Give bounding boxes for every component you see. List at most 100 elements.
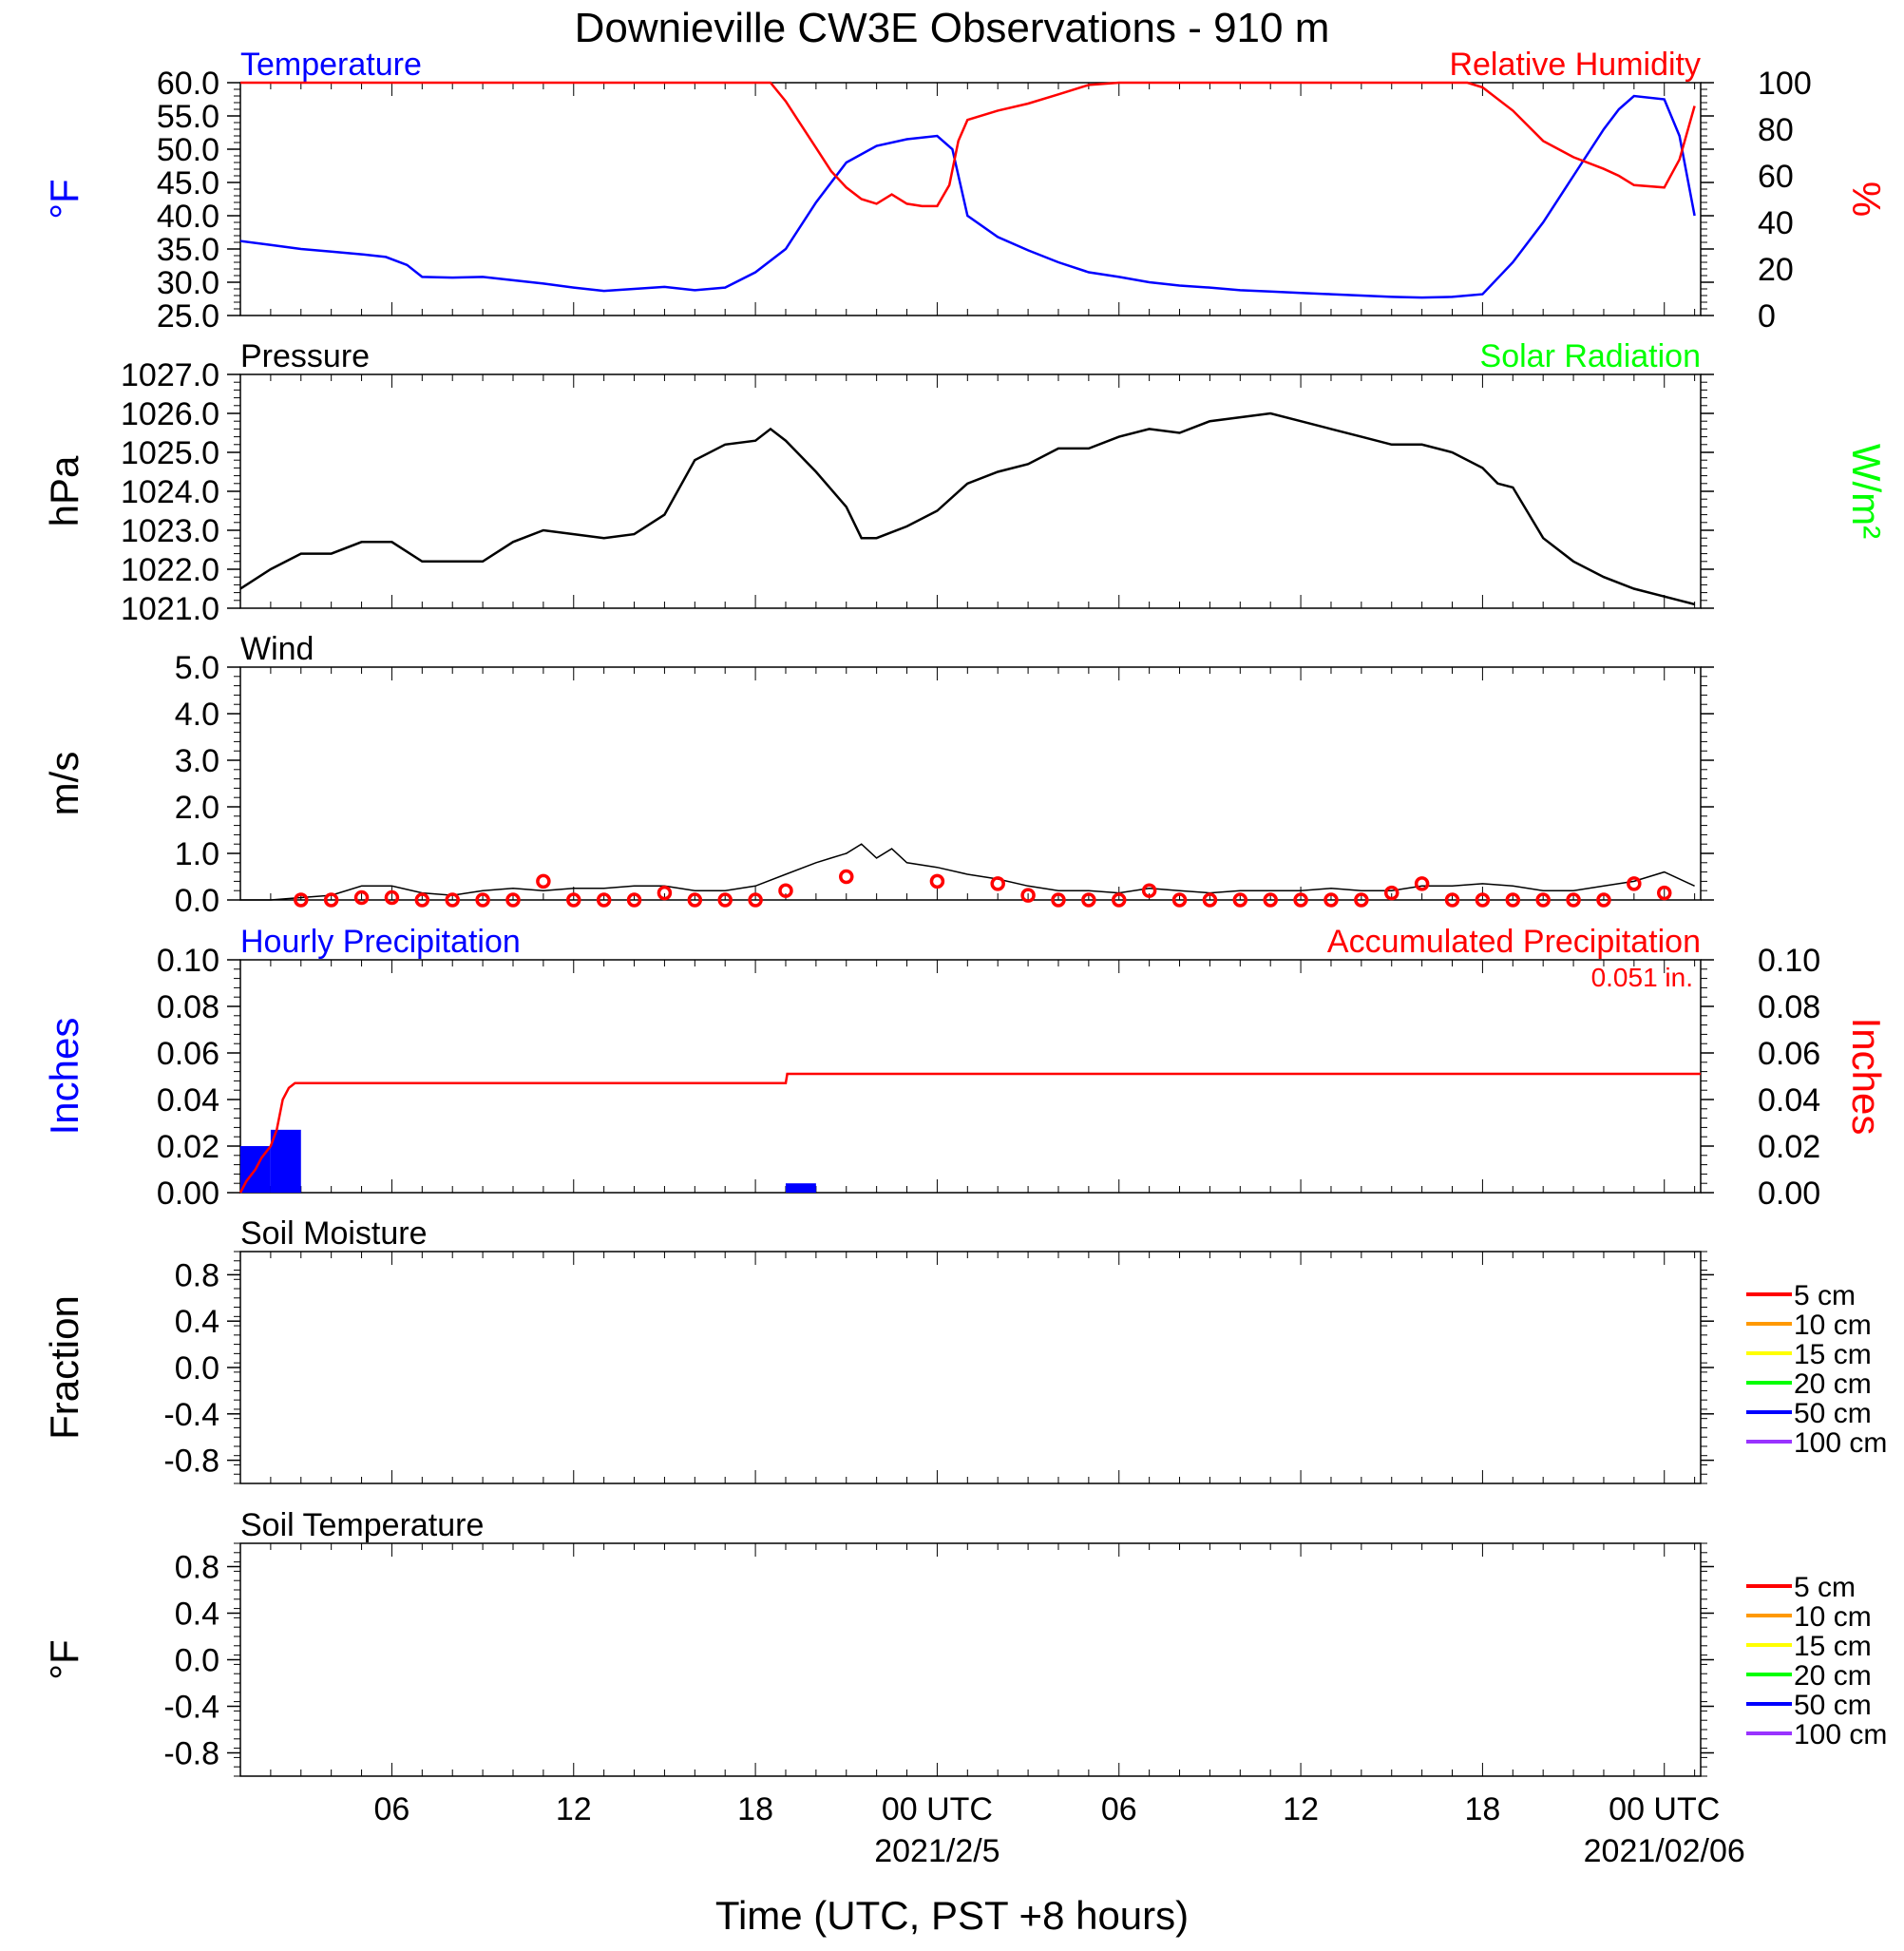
- panel-title-left: Pressure: [240, 338, 370, 374]
- legend-label: 5 cm: [1794, 1280, 1856, 1311]
- y-axis-label-right: W/m²: [1844, 444, 1889, 539]
- wind-marker: [1475, 892, 1491, 908]
- y-tick-label: 0.02: [157, 1129, 219, 1165]
- wind-marker: [566, 892, 581, 908]
- y-tick-label: 2.0: [175, 790, 219, 826]
- y-tick-label: 0.10: [157, 943, 219, 979]
- wind-marker: [353, 889, 370, 906]
- panel-title-left: Soil Temperature: [240, 1507, 484, 1543]
- y-right-tick-label: 40: [1758, 205, 1794, 241]
- y-tick-label: 50.0: [157, 132, 219, 168]
- legend-label: 10 cm: [1794, 1310, 1872, 1341]
- panel-wind: 0.0 1.0 2.0 3.0 4.0 5.0 Wind m/s: [42, 631, 1714, 919]
- x-tick-label: 18: [1464, 1791, 1500, 1827]
- y-tick-label: 0.8: [175, 1257, 219, 1293]
- panel-frame: [239, 666, 1702, 901]
- panel-title-left: Temperature: [240, 47, 422, 83]
- wind-marker: [414, 892, 430, 908]
- y-right-tick-label: 20: [1758, 252, 1794, 288]
- wind-marker: [1171, 892, 1188, 908]
- series-line: [239, 94, 1696, 299]
- panel-frame: [239, 373, 1702, 609]
- wind-marker: [1112, 892, 1127, 908]
- y-tick-label: 1.0: [175, 836, 219, 872]
- panel-soil-moisture: -0.8 -0.4 0.0 0.4 0.8 Soil Moisture Fraction 5 …: [42, 1215, 1887, 1484]
- wind-marker: [475, 892, 490, 908]
- legend-label: 20 cm: [1794, 1660, 1872, 1692]
- series-line: [239, 411, 1695, 606]
- wind-marker: [839, 869, 854, 885]
- wind-marker: [596, 892, 612, 908]
- wind-marker: [445, 892, 460, 908]
- legend-label: 15 cm: [1794, 1631, 1872, 1662]
- panel-temperature-humidity: 25.030.035.040.045.050.055.060.0 0 20 40 60 8…: [42, 47, 1889, 335]
- wind-marker: [687, 892, 703, 908]
- precip-total-label: 0.051 in.: [1591, 963, 1693, 992]
- wind-marker: [1383, 885, 1399, 901]
- wind-marker: [1141, 883, 1157, 898]
- wind-marker: [536, 873, 551, 889]
- series-line: [240, 81, 1696, 208]
- y-tick-label: 1025.0: [121, 435, 219, 471]
- y-tick-label: 0.4: [175, 1597, 219, 1633]
- panel-title-left: Hourly Precipitation: [240, 924, 521, 960]
- x-axis: 06 12 18 00 UTC 06 12 18 00 UTC 2021/2/5 2021/02/…: [374, 1791, 1745, 1869]
- legend-label: 50 cm: [1794, 1398, 1872, 1429]
- panel-frame: [239, 82, 1702, 316]
- wind-marker: [1081, 892, 1096, 908]
- wind-marker: [1596, 892, 1611, 908]
- y-tick-label: 0.0: [175, 1643, 219, 1679]
- y-tick-label: 1023.0: [121, 513, 219, 549]
- panel-frame: [239, 1251, 1702, 1484]
- wind-marker: [1354, 892, 1369, 908]
- chart-title: Downieville CW3E Observations - 910 m: [575, 5, 1330, 51]
- panel-precipitation: 0.00 0.02 0.04 0.06 0.08 0.10 0.00 0.02 0.04 0.06…: [42, 924, 1889, 1212]
- y-tick-label: 0.04: [157, 1082, 219, 1119]
- panel-title-right: Accumulated Precipitation: [1327, 924, 1701, 960]
- x-tick-label: 12: [556, 1791, 592, 1827]
- wind-marker: [1020, 888, 1036, 903]
- y-axis-label-right: Inches: [1844, 1018, 1889, 1136]
- wind-marker: [1051, 892, 1066, 908]
- legend-label: 20 cm: [1794, 1368, 1872, 1400]
- wind-marker: [1627, 876, 1642, 891]
- panels: 25.030.035.040.045.050.055.060.0 0 20 40 60 8…: [42, 47, 1889, 1777]
- x-tick-label: 06: [374, 1791, 410, 1827]
- panel-pressure-solar: 1021.01022.01023.01024.01025.01026.01027…: [42, 338, 1889, 627]
- precip-bar: [270, 1129, 301, 1193]
- y-tick-label: 1022.0: [121, 552, 219, 588]
- wind-marker: [990, 876, 1005, 891]
- wind-marker: [323, 892, 339, 908]
- panel-title-right: Relative Humidity: [1449, 47, 1701, 83]
- y-tick-label: 0.0: [175, 883, 219, 919]
- wind-marker: [384, 889, 400, 906]
- panel-title-right: Solar Radiation: [1480, 338, 1701, 374]
- y-axis-label-right: %: [1844, 182, 1889, 217]
- wind-marker: [748, 892, 763, 908]
- legend-label: 5 cm: [1794, 1572, 1856, 1603]
- y-tick-label: 0.4: [175, 1304, 219, 1340]
- y-right-tick-label: 80: [1758, 112, 1794, 148]
- wind-marker: [1414, 876, 1430, 891]
- y-tick-label: -0.4: [163, 1397, 219, 1433]
- y-tick-label: 0.8: [175, 1550, 219, 1586]
- precip-bar: [785, 1183, 816, 1193]
- y-tick-label: 1021.0: [121, 591, 219, 627]
- y-axis-label: Inches: [42, 1018, 86, 1136]
- wind-marker: [1293, 892, 1308, 908]
- y-tick-label: 55.0: [157, 99, 219, 135]
- wind-marker: [1263, 892, 1278, 908]
- legend-label: 100 cm: [1794, 1719, 1887, 1750]
- wind-marker: [1202, 892, 1218, 908]
- panel-frame: [239, 1542, 1702, 1777]
- y-tick-label: 35.0: [157, 232, 219, 268]
- y-tick-label: 1026.0: [121, 396, 219, 432]
- y-tick-label: 0.08: [157, 989, 219, 1025]
- wind-marker: [294, 892, 309, 908]
- wind-marker: [1656, 885, 1672, 901]
- x-tick-label: 18: [737, 1791, 773, 1827]
- wind-marker: [1505, 892, 1521, 908]
- y-tick-label: -0.8: [163, 1444, 219, 1480]
